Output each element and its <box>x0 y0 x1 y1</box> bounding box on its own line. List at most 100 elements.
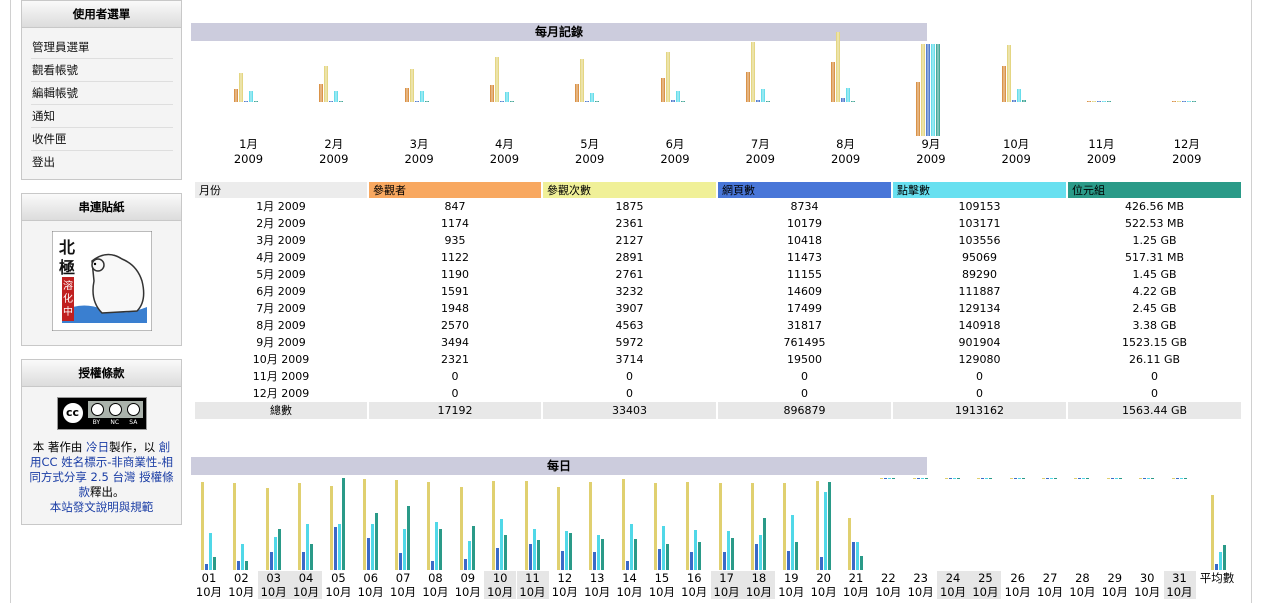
cell-month[interactable]: 5月 2009 <box>256 268 306 281</box>
day-bar-pages <box>916 478 920 479</box>
cell-visitors: 847 <box>444 200 466 213</box>
table-row: 2月 2009 1174 2361 10179 103171 522.53 MB <box>195 215 1241 232</box>
month-bar-visits <box>750 41 755 102</box>
cell-pages: 11473 <box>787 251 822 264</box>
cell-month[interactable]: 2月 2009 <box>256 217 306 230</box>
day-bar-hits <box>273 536 277 570</box>
day-bar-visits <box>427 481 431 570</box>
day-month: 10月 <box>1069 585 1096 599</box>
month-bar-visitors <box>1172 101 1177 102</box>
day-bars <box>678 478 710 570</box>
day-number: 30 <box>1139 571 1155 585</box>
cell-month[interactable]: 9月 2009 <box>256 336 306 349</box>
month-label: 6月 2009 <box>633 137 718 167</box>
cell-month[interactable]: 7月 2009 <box>256 302 306 315</box>
cell-hits: 109153 <box>958 200 1001 213</box>
day-bar-hits <box>953 478 957 479</box>
day-number: 25 <box>978 571 993 585</box>
cell-visitors: 2321 <box>441 353 469 366</box>
sticker-char-1: 極 <box>58 258 75 277</box>
day-bar-bytes <box>892 478 896 479</box>
day-bar-hits <box>338 524 342 570</box>
day-bar-hits <box>435 522 439 570</box>
day-label: 14 10月 <box>614 571 646 599</box>
day-bars <box>1002 478 1034 570</box>
month-bar-visitors <box>745 72 750 102</box>
author-link[interactable]: 冷日 <box>86 440 110 454</box>
day-label: 11 10月 <box>516 571 549 599</box>
cell-pages: 17499 <box>787 302 822 315</box>
day-label: 25 10月 <box>969 571 1002 599</box>
day-bar-visits <box>556 487 560 570</box>
day-bar-hits <box>1082 478 1086 479</box>
day-month: 10月 <box>745 585 772 599</box>
cell-month[interactable]: 11月 2009 <box>252 370 310 383</box>
month-bar-pages <box>244 100 248 102</box>
page-frame-right <box>1251 0 1252 603</box>
month-label: 3月 2009 <box>377 137 462 167</box>
day-bar-pages <box>269 551 273 570</box>
polar-bear-sticker-image[interactable]: 北 極 溶 化 中 <box>52 231 152 331</box>
cell-month[interactable]: 3月 2009 <box>256 234 306 247</box>
cell-visitors: 935 <box>444 234 466 247</box>
day-label: 09 10月 <box>452 571 484 599</box>
cell-hits: 89290 <box>962 268 997 281</box>
day-bars <box>484 478 516 570</box>
day-bars <box>290 478 322 570</box>
day-bar-hits <box>564 531 568 570</box>
user-menu-title: 使用者選單 <box>22 1 181 28</box>
day-bar-hits <box>467 540 471 570</box>
menu-item-logout[interactable]: 登出 <box>32 155 55 169</box>
day-bar-visits <box>945 478 949 479</box>
cc-logo-icon: cc <box>60 401 85 425</box>
menu-item-view-account[interactable]: 觀看帳號 <box>31 59 173 82</box>
month-column: 8月 2009 <box>803 31 888 167</box>
day-bar-hits <box>791 514 795 570</box>
day-bar-visits <box>298 482 302 570</box>
day-bar-visits <box>880 478 884 479</box>
cell-month[interactable]: 4月 2009 <box>256 251 306 264</box>
month-column: 6月 2009 <box>633 44 718 167</box>
month-bar-pages <box>926 44 931 136</box>
day-month: 10月 <box>228 585 255 599</box>
month-bars <box>377 44 462 136</box>
table-row: 10月 2009 2321 3714 19500 129080 26.11 GB <box>195 351 1241 368</box>
cell-visits: 5972 <box>615 336 644 349</box>
menu-item-admin[interactable]: 管理員選單 <box>31 36 173 59</box>
day-bar-bytes <box>762 517 766 570</box>
menu-item-notifications[interactable]: 通知 <box>31 105 173 128</box>
cell-bytes: 1.25 GB <box>1132 234 1177 247</box>
month-bar-visitors <box>1001 66 1006 102</box>
month-bar-visitors <box>916 82 921 136</box>
cell-month[interactable]: 10月 2009 <box>252 353 310 366</box>
cell-bytes: 0 <box>1151 387 1158 400</box>
cell-visits: 1875 <box>615 200 644 213</box>
month-bar-hits <box>675 90 680 102</box>
day-month: 10月 <box>713 585 740 599</box>
month-bar-visitors <box>489 84 494 102</box>
cell-month[interactable]: 12月 2009 <box>252 387 310 400</box>
day-bars <box>549 478 581 570</box>
menu-item-edit-account[interactable]: 編輯帳號 <box>31 82 173 105</box>
day-label: 21 10月 <box>840 571 872 599</box>
month-bar-bytes <box>680 101 685 102</box>
cc-label-nc: NC <box>110 419 120 426</box>
day-bar-visits <box>233 482 237 570</box>
user-menu-list: 管理員選單 觀看帳號 編輯帳號 通知 收件匣 登出 <box>22 28 181 173</box>
month-bar-hits <box>760 88 765 102</box>
month-bar-hits <box>1187 101 1192 102</box>
day-bar-visits <box>589 481 593 570</box>
menu-item-inbox[interactable]: 收件匣 <box>31 128 173 151</box>
month-label: 2月 2009 <box>291 137 376 167</box>
cell-month[interactable]: 6月 2009 <box>256 285 306 298</box>
day-bar-pages <box>366 537 370 570</box>
cc-badge[interactable]: cc BY NC SA <box>56 397 147 430</box>
day-bar-bytes <box>1086 478 1090 479</box>
day-bar-pages <box>690 551 694 570</box>
license-link[interactable]: 創用CC 姓名標示-非商業性-相同方式分享 2.5 台灣 授權條款 <box>29 440 174 499</box>
cell-month[interactable]: 8月 2009 <box>256 319 306 332</box>
cell-month[interactable]: 1月 2009 <box>256 200 306 213</box>
month-bar-visits <box>409 69 414 102</box>
site-rules-link[interactable]: 本站發文說明與規範 <box>49 500 154 514</box>
day-bar-visits <box>848 517 851 570</box>
